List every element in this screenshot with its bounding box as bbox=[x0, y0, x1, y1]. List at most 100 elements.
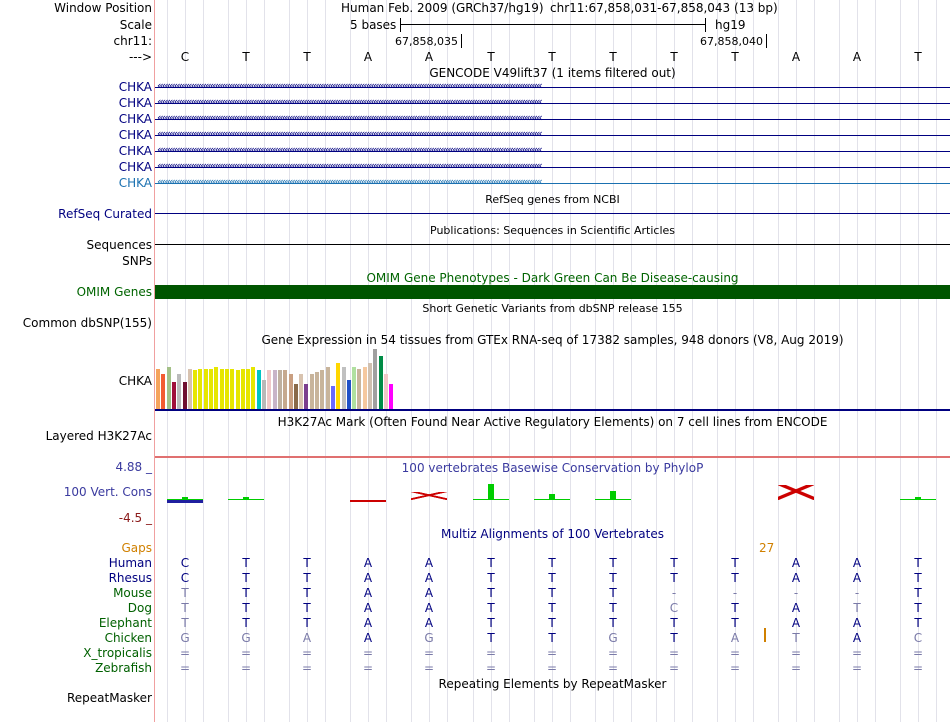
gtex-tissue-bar[interactable] bbox=[193, 370, 197, 409]
gene-label-chka[interactable]: CHKA bbox=[118, 128, 152, 142]
alignment-base: = bbox=[240, 661, 252, 675]
gtex-tissue-bar[interactable] bbox=[161, 374, 165, 409]
h3k27ac-track-label[interactable]: Layered H3K27Ac bbox=[45, 429, 152, 443]
gtex-tissue-bar[interactable] bbox=[331, 386, 335, 409]
scale-bar bbox=[400, 24, 705, 25]
gtex-tissue-bar[interactable] bbox=[368, 363, 372, 409]
gtex-tissue-bar[interactable] bbox=[220, 369, 224, 409]
gtex-tissue-bar[interactable] bbox=[342, 367, 346, 409]
gtex-tissue-bar[interactable] bbox=[278, 370, 282, 409]
gene-label-chka[interactable]: CHKA bbox=[118, 96, 152, 110]
reference-base: A bbox=[363, 50, 373, 64]
phylop-track-label[interactable]: 100 Vert. Cons bbox=[63, 485, 152, 499]
gtex-tissue-bar[interactable] bbox=[347, 380, 351, 409]
phylop-score bbox=[411, 492, 447, 500]
gtex-tissue-bar[interactable] bbox=[273, 370, 277, 409]
alignment-base: A bbox=[424, 616, 434, 630]
gtex-tissue-bar[interactable] bbox=[283, 370, 287, 409]
gtex-tissue-bar[interactable] bbox=[299, 374, 303, 409]
gtex-tissue-bar[interactable] bbox=[379, 356, 383, 409]
refseq-gene-line[interactable] bbox=[155, 213, 950, 214]
phylop-score-bar bbox=[915, 497, 921, 500]
reference-base: T bbox=[242, 50, 250, 64]
coord-left-tick bbox=[461, 34, 462, 48]
gtex-tissue-bar[interactable] bbox=[289, 374, 293, 409]
gencode-transcript[interactable]: ‹‹‹‹‹‹‹‹‹‹‹‹‹‹‹‹‹‹‹‹‹‹‹‹‹‹‹‹‹‹‹‹‹‹‹‹‹‹‹‹… bbox=[155, 115, 950, 125]
phylop-score bbox=[167, 499, 203, 500]
gene-label-chka[interactable]: CHKA bbox=[118, 160, 152, 174]
gtex-tissue-bar[interactable] bbox=[246, 369, 250, 409]
alignment-base: G bbox=[180, 631, 190, 645]
species-label-chicken: Chicken bbox=[104, 631, 152, 645]
refseq-track-label[interactable]: RefSeq Curated bbox=[58, 207, 152, 221]
gtex-tissue-bar[interactable] bbox=[214, 367, 218, 409]
gtex-tissue-bar[interactable] bbox=[326, 367, 330, 409]
gtex-tissue-bar[interactable] bbox=[188, 369, 192, 409]
alignment-base: T bbox=[303, 601, 311, 615]
gtex-tissue-bar[interactable] bbox=[183, 382, 187, 409]
gene-label-chka[interactable]: CHKA bbox=[118, 112, 152, 126]
gtex-tissue-bar[interactable] bbox=[177, 374, 181, 409]
gtex-tissue-bar[interactable] bbox=[304, 384, 308, 409]
grid-line bbox=[386, 0, 387, 722]
gtex-tissue-bar[interactable] bbox=[384, 374, 388, 409]
gtex-tissue-bar[interactable] bbox=[373, 349, 377, 409]
alignment-base: T bbox=[242, 586, 250, 600]
gtex-gene-label[interactable]: CHKA bbox=[118, 374, 152, 388]
gtex-tissue-bar[interactable] bbox=[172, 382, 176, 409]
gtex-tissue-bar[interactable] bbox=[251, 367, 255, 409]
gencode-transcript[interactable]: ‹‹‹‹‹‹‹‹‹‹‹‹‹‹‹‹‹‹‹‹‹‹‹‹‹‹‹‹‹‹‹‹‹‹‹‹‹‹‹‹… bbox=[155, 131, 950, 141]
gencode-transcript[interactable]: ‹‹‹‹‹‹‹‹‹‹‹‹‹‹‹‹‹‹‹‹‹‹‹‹‹‹‹‹‹‹‹‹‹‹‹‹‹‹‹‹… bbox=[155, 163, 950, 173]
gtex-tissue-bar[interactable] bbox=[294, 384, 298, 409]
gene-label-chka[interactable]: CHKA bbox=[118, 144, 152, 158]
gtex-tissue-bar[interactable] bbox=[363, 367, 367, 409]
grid-line bbox=[203, 0, 204, 722]
gencode-transcript[interactable]: ‹‹‹‹‹‹‹‹‹‹‹‹‹‹‹‹‹‹‹‹‹‹‹‹‹‹‹‹‹‹‹‹‹‹‹‹‹‹‹‹… bbox=[155, 99, 950, 109]
gencode-transcript[interactable]: ‹‹‹‹‹‹‹‹‹‹‹‹‹‹‹‹‹‹‹‹‹‹‹‹‹‹‹‹‹‹‹‹‹‹‹‹‹‹‹‹… bbox=[155, 147, 950, 157]
phylop-score-bar bbox=[488, 484, 494, 500]
gtex-tissue-bar[interactable] bbox=[257, 370, 261, 409]
transcript-line bbox=[155, 119, 950, 120]
scale-bases-label: 5 bases bbox=[350, 18, 397, 32]
gene-label-chka[interactable]: CHKA bbox=[118, 176, 152, 190]
gtex-tissue-bar[interactable] bbox=[310, 374, 314, 409]
alignment-base: T bbox=[548, 631, 556, 645]
alignment-base: T bbox=[242, 616, 250, 630]
gtex-tissue-bar[interactable] bbox=[225, 369, 229, 409]
gtex-tissue-bar[interactable] bbox=[204, 369, 208, 409]
sequences-track-label[interactable]: Sequences bbox=[86, 238, 152, 252]
gencode-transcript[interactable]: ‹‹‹‹‹‹‹‹‹‹‹‹‹‹‹‹‹‹‹‹‹‹‹‹‹‹‹‹‹‹‹‹‹‹‹‹‹‹‹‹… bbox=[155, 83, 950, 93]
grid-line bbox=[796, 0, 797, 722]
alignment-base: A bbox=[363, 571, 373, 585]
gtex-expression-chart[interactable] bbox=[155, 348, 535, 409]
gtex-tissue-bar[interactable] bbox=[336, 363, 340, 409]
sequences-feature-line[interactable] bbox=[155, 244, 950, 245]
publications-track-title: Publications: Sequences in Scientific Ar… bbox=[430, 224, 675, 237]
grid-line bbox=[656, 0, 657, 722]
h3k27ac-signal-line[interactable] bbox=[155, 456, 950, 458]
gtex-tissue-bar[interactable] bbox=[267, 370, 271, 409]
gtex-tissue-bar[interactable] bbox=[352, 367, 356, 409]
gtex-tissue-bar[interactable] bbox=[230, 369, 234, 409]
gtex-tissue-bar[interactable] bbox=[315, 372, 319, 409]
omim-track-label[interactable]: OMIM Genes bbox=[76, 285, 152, 299]
omim-gene-bar[interactable] bbox=[155, 285, 950, 299]
gtex-tissue-bar[interactable] bbox=[209, 369, 213, 409]
gtex-tissue-bar[interactable] bbox=[262, 380, 266, 409]
gene-label-chka[interactable]: CHKA bbox=[118, 80, 152, 94]
alignment-base: = bbox=[851, 661, 863, 675]
gtex-tissue-bar[interactable] bbox=[241, 369, 245, 409]
gtex-tissue-bar[interactable] bbox=[198, 369, 202, 409]
gtex-tissue-bar[interactable] bbox=[236, 370, 240, 409]
dbsnp-track-label[interactable]: Common dbSNP(155) bbox=[22, 316, 152, 330]
phylop-chart[interactable] bbox=[155, 476, 950, 524]
repeatmasker-track-label[interactable]: RepeatMasker bbox=[66, 691, 152, 705]
gtex-tissue-bar[interactable] bbox=[156, 369, 160, 409]
gtex-tissue-bar[interactable] bbox=[320, 370, 324, 409]
snps-track-label[interactable]: SNPs bbox=[122, 254, 152, 268]
gencode-transcript[interactable]: ‹‹‹‹‹‹‹‹‹‹‹‹‹‹‹‹‹‹‹‹‹‹‹‹‹‹‹‹‹‹‹‹‹‹‹‹‹‹‹‹… bbox=[155, 179, 950, 189]
gtex-tissue-bar[interactable] bbox=[357, 369, 361, 409]
gtex-tissue-bar[interactable] bbox=[167, 367, 171, 409]
gtex-tissue-bar[interactable] bbox=[389, 384, 393, 409]
chevron-left-icon: ‹‹‹‹‹‹‹‹‹‹‹‹‹‹‹‹‹‹‹‹‹‹‹‹‹‹‹‹‹‹‹‹‹‹‹‹‹‹‹‹… bbox=[157, 147, 543, 156]
